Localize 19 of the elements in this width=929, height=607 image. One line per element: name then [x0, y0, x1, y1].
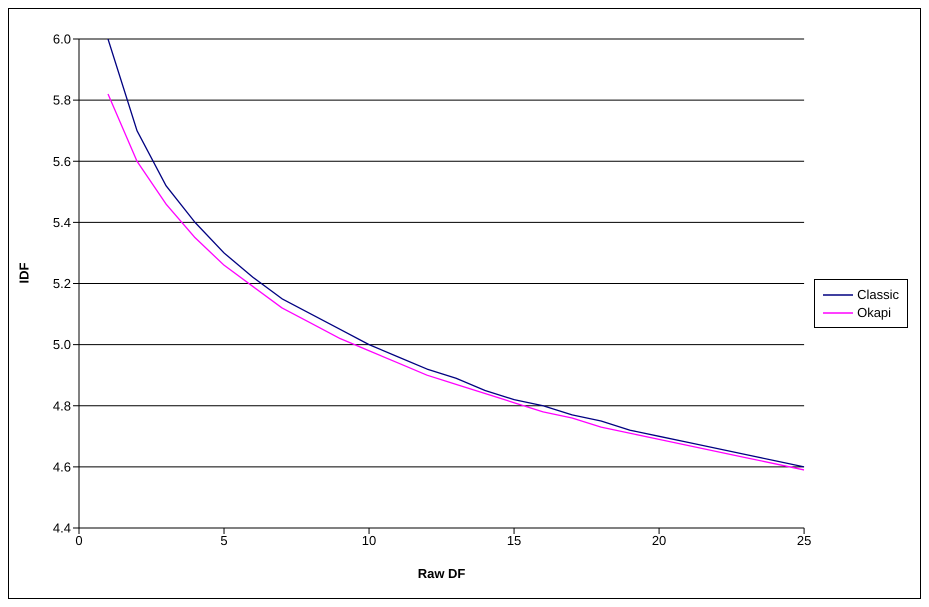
y-tick-label: 5.8	[52, 92, 71, 108]
x-axis-title: Raw DF	[418, 566, 466, 581]
x-tick-label: 10	[362, 533, 376, 548]
x-tick-label: 0	[75, 533, 83, 548]
y-tick-label: 5.6	[52, 154, 71, 169]
x-tick-label: 15	[506, 533, 522, 548]
x-tick-label: 25	[796, 533, 812, 548]
y-tick-label: 5.4	[52, 214, 71, 230]
y-tick-label: 5.0	[52, 337, 71, 352]
legend-label: Classic	[857, 287, 899, 302]
y-tick-label: 4.8	[52, 398, 71, 414]
y-axis-title: IDF	[16, 262, 32, 284]
y-tick-label: 4.4	[52, 520, 71, 536]
y-tick-label: 4.6	[52, 459, 71, 474]
y-tick-label: 5.2	[52, 276, 71, 292]
x-tick-label: 5	[220, 533, 228, 548]
x-tick-label: 20	[652, 533, 666, 548]
y-tick-label: 6.0	[52, 32, 71, 47]
legend-label: Okapi	[857, 305, 892, 320]
